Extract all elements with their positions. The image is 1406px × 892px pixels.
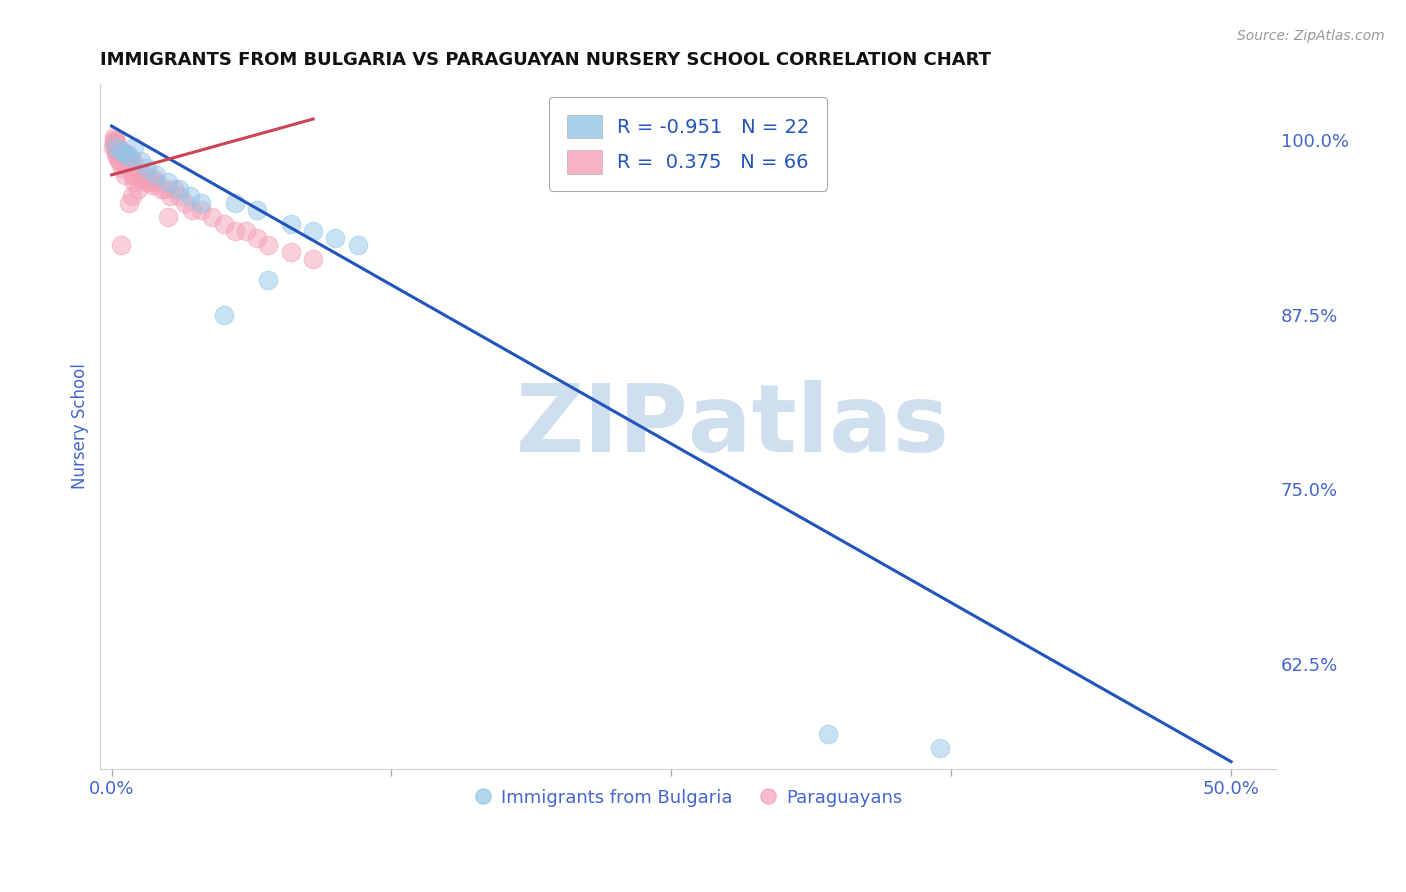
Point — [145, 175, 167, 189]
Point — [101, 140, 124, 154]
Point — [347, 237, 370, 252]
Point — [122, 140, 145, 154]
Point — [280, 244, 302, 259]
Point — [224, 195, 246, 210]
Point — [280, 217, 302, 231]
Point — [155, 182, 177, 196]
Point — [156, 175, 179, 189]
Point — [121, 153, 143, 168]
Point — [111, 153, 134, 168]
Point — [118, 161, 141, 175]
Point — [111, 150, 134, 164]
Point — [105, 147, 128, 161]
Point — [127, 163, 149, 178]
Point — [115, 153, 138, 168]
Point — [149, 182, 172, 196]
Point — [122, 161, 145, 175]
Point — [138, 175, 160, 189]
Point — [114, 168, 136, 182]
Point — [817, 727, 839, 741]
Point — [103, 136, 125, 150]
Point — [181, 202, 204, 217]
Point — [167, 189, 190, 203]
Point — [115, 158, 138, 172]
Point — [159, 189, 181, 203]
Point — [136, 161, 159, 175]
Point — [104, 144, 127, 158]
Point — [122, 175, 145, 189]
Point — [125, 168, 148, 182]
Point — [143, 172, 166, 186]
Point — [105, 133, 128, 147]
Point — [257, 237, 280, 252]
Point — [112, 153, 135, 168]
Point — [224, 224, 246, 238]
Point — [107, 144, 129, 158]
Point — [121, 189, 143, 203]
Point — [118, 150, 141, 164]
Text: atlas: atlas — [688, 380, 949, 473]
Point — [111, 161, 134, 175]
Point — [129, 172, 152, 186]
Point — [114, 147, 136, 161]
Point — [235, 224, 257, 238]
Point — [145, 168, 167, 182]
Point — [132, 168, 155, 182]
Point — [167, 182, 190, 196]
Point — [121, 168, 143, 182]
Point — [107, 140, 129, 154]
Point — [108, 153, 131, 168]
Point — [107, 153, 129, 168]
Point — [111, 147, 134, 161]
Point — [163, 182, 186, 196]
Point — [127, 182, 149, 196]
Legend: Immigrants from Bulgaria, Paraguayans: Immigrants from Bulgaria, Paraguayans — [467, 781, 910, 814]
Text: IMMIGRANTS FROM BULGARIA VS PARAGUAYAN NURSERY SCHOOL CORRELATION CHART: IMMIGRANTS FROM BULGARIA VS PARAGUAYAN N… — [100, 51, 991, 69]
Point — [134, 175, 156, 189]
Point — [246, 202, 269, 217]
Point — [212, 308, 235, 322]
Point — [246, 231, 269, 245]
Point — [129, 153, 152, 168]
Point — [110, 150, 132, 164]
Point — [105, 140, 128, 154]
Point — [325, 231, 347, 245]
Text: ZIP: ZIP — [515, 380, 688, 473]
Point — [179, 189, 201, 203]
Point — [110, 144, 132, 158]
Point — [190, 195, 212, 210]
Text: Source: ZipAtlas.com: Source: ZipAtlas.com — [1237, 29, 1385, 43]
Y-axis label: Nursery School: Nursery School — [72, 363, 89, 490]
Point — [302, 224, 325, 238]
Point — [110, 237, 132, 252]
Point — [114, 147, 136, 161]
Point — [103, 130, 125, 145]
Point — [104, 140, 127, 154]
Point — [108, 147, 131, 161]
Point — [174, 195, 197, 210]
Point — [117, 147, 139, 161]
Point — [212, 217, 235, 231]
Point — [190, 202, 212, 217]
Point — [115, 153, 138, 168]
Point — [107, 144, 129, 158]
Point — [118, 195, 141, 210]
Point — [104, 136, 127, 150]
Point — [120, 153, 142, 168]
Point — [141, 178, 163, 192]
Point — [136, 168, 159, 182]
Point — [201, 210, 224, 224]
Point — [105, 150, 128, 164]
Point — [103, 133, 125, 147]
Point — [110, 144, 132, 158]
Point — [929, 740, 952, 755]
Point — [302, 252, 325, 266]
Point — [257, 273, 280, 287]
Point — [156, 210, 179, 224]
